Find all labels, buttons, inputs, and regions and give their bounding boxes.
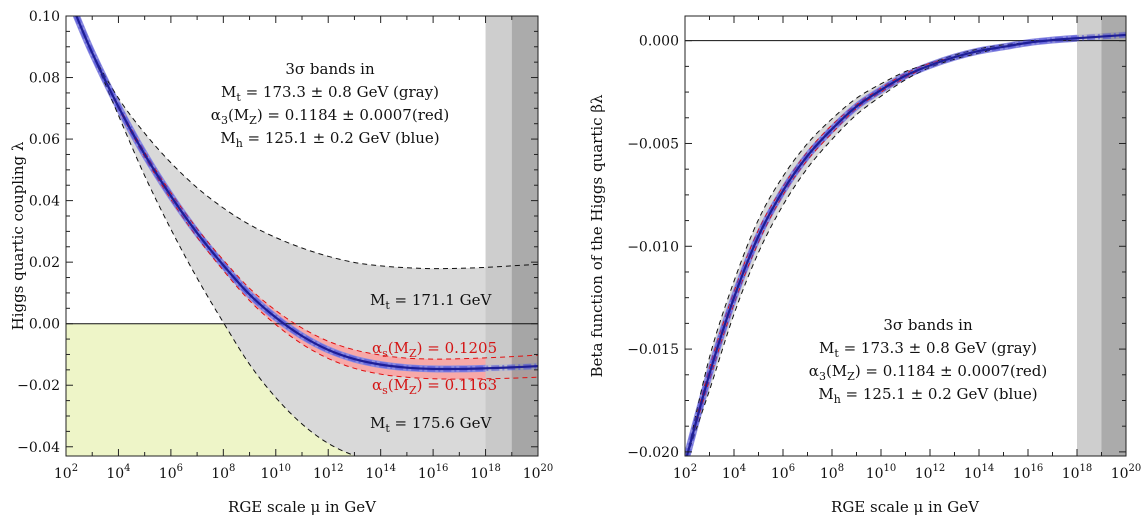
right-curve-central <box>685 33 1126 456</box>
left-y-tick-label: −0.02 <box>17 378 60 394</box>
left-curve-mt-high <box>75 16 357 456</box>
left-x-tick-label: 106 <box>159 463 183 482</box>
annotation-line-1: 3σ bands in <box>285 60 375 78</box>
right-x-tick-label: 104 <box>722 463 746 482</box>
left-x-tick-label: 1018 <box>470 463 501 482</box>
left-annotation: 3σ bands in Mt = 173.3 ± 0.8 GeV (gray) … <box>211 60 449 150</box>
left-y-tick-label: 0.06 <box>29 132 60 148</box>
left-chart: 102 104 106 108 1010 1012 1014 1016 1018 1020 0.10… <box>9 9 553 516</box>
left-y-tick-label: −0.04 <box>17 440 60 456</box>
right-x-tick-label: 1012 <box>915 463 946 482</box>
left-curve-central <box>75 16 538 371</box>
right-x-tick-label: 1016 <box>1013 463 1044 482</box>
left-x-tick-label: 1014 <box>365 463 396 482</box>
right-y-tick-label: −0.015 <box>627 342 679 358</box>
right-curve-mt-high <box>686 34 1126 456</box>
label-mt-171: Mt = 171.1 GeV <box>370 291 492 312</box>
annotation-line-4: Mh = 125.1 ± 0.2 GeV (blue) <box>818 385 1037 406</box>
label-as-1205: αs(MZ) = 0.1205 <box>372 339 497 360</box>
left-planck-band-dark <box>511 16 538 456</box>
right-x-tick-label: 106 <box>771 463 795 482</box>
right-planck-band-dark <box>1101 16 1126 456</box>
right-annotation: 3σ bands in Mt = 173.3 ± 0.8 GeV (gray) … <box>809 316 1047 406</box>
label-mt-175: Mt = 175.6 GeV <box>370 414 492 435</box>
left-curve-as-high <box>75 16 538 360</box>
left-y-tick-label: 0.04 <box>29 194 60 210</box>
left-y-tick-label: 0.00 <box>29 317 60 333</box>
svg-text:3σ bands in: 3σ bands in <box>285 60 375 78</box>
right-chart: 102 104 106 108 1010 1012 1014 1016 1018 1020 0.00… <box>588 15 1142 516</box>
annotation-line-1: 3σ bands in <box>883 316 973 334</box>
right-x-tick-label: 102 <box>673 463 697 482</box>
annotation-line-4: Mh = 125.1 ± 0.2 GeV (blue) <box>220 129 439 150</box>
right-x-axis-title: RGE scale μ in GeV <box>831 498 980 516</box>
left-x-tick-label: 104 <box>106 463 130 482</box>
left-curve-mt-low <box>75 16 538 270</box>
left-mt-uncertainty-band <box>76 16 538 456</box>
right-x-tick-label: 1018 <box>1062 463 1093 482</box>
label-as-1163: αs(MZ) = 0.1163 <box>372 376 497 397</box>
right-y-tick-label: −0.005 <box>627 136 679 152</box>
left-x-tick-label: 102 <box>54 463 78 482</box>
right-y-tick-label: −0.010 <box>627 239 679 255</box>
svg-text:3σ bands in: 3σ bands in <box>883 316 973 334</box>
left-x-tick-label: 1016 <box>418 463 449 482</box>
right-y-axis-title: Beta function of the Higgs quartic βλ <box>588 94 606 377</box>
annotation-line-2: Mt = 173.3 ± 0.8 GeV (gray) <box>819 339 1037 360</box>
right-planck-band-light <box>1077 16 1102 456</box>
left-x-tick-label: 1010 <box>260 463 291 482</box>
left-x-tick-label: 1012 <box>313 463 344 482</box>
right-y-tick-label: −0.020 <box>627 445 679 461</box>
annotation-line-3: α3(MZ) = 0.1184 ± 0.0007(red) <box>211 106 449 127</box>
left-y-tick-label: 0.02 <box>29 255 60 271</box>
left-y-tick-label: 0.08 <box>29 71 60 87</box>
left-x-axis-title: RGE scale μ in GeV <box>228 498 377 516</box>
left-y-tick-label: 0.10 <box>29 9 60 25</box>
left-x-tick-label: 1020 <box>523 463 554 482</box>
right-x-tick-label: 1010 <box>866 463 897 482</box>
right-x-tick-label: 1020 <box>1111 463 1142 482</box>
right-y-tick-label: 0.000 <box>639 34 679 50</box>
left-planck-band-light <box>485 16 512 456</box>
left-y-axis-title: Higgs quartic coupling λ <box>9 141 27 330</box>
annotation-line-3: α3(MZ) = 0.1184 ± 0.0007(red) <box>809 362 1047 383</box>
left-x-tick-label: 108 <box>211 463 235 482</box>
right-x-tick-label: 1014 <box>964 463 995 482</box>
right-x-tick-label: 108 <box>820 463 844 482</box>
annotation-line-2: Mt = 173.3 ± 0.8 GeV (gray) <box>221 83 439 104</box>
